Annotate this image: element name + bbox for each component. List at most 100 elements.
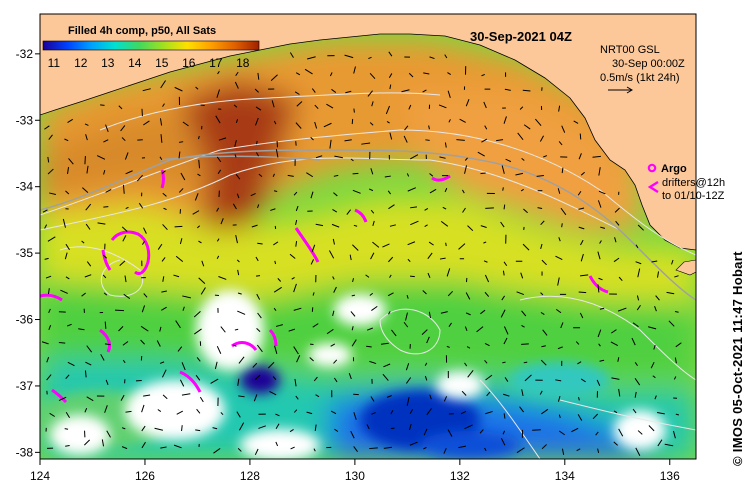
current-vector bbox=[429, 188, 437, 194]
current-vector bbox=[273, 241, 279, 246]
current-vector bbox=[465, 292, 471, 300]
current-vector bbox=[328, 250, 335, 259]
current-vector bbox=[407, 241, 416, 246]
current-vector bbox=[577, 361, 582, 365]
current-vector bbox=[326, 103, 334, 109]
current-vector bbox=[122, 184, 125, 194]
current-vector bbox=[96, 155, 106, 160]
current-vector bbox=[520, 188, 524, 192]
current-vector bbox=[143, 120, 150, 126]
current-vector bbox=[389, 132, 393, 140]
current-vector bbox=[273, 307, 277, 312]
current-vector bbox=[408, 423, 412, 431]
current-vector bbox=[254, 448, 259, 456]
current-vector bbox=[579, 312, 584, 319]
current-vector bbox=[353, 412, 357, 420]
current-vector bbox=[666, 291, 675, 295]
current-vector bbox=[85, 223, 91, 230]
current-vector bbox=[383, 446, 393, 449]
y-tick-label--32: -32 bbox=[16, 47, 34, 61]
current-vector bbox=[162, 276, 165, 282]
current-vector bbox=[655, 295, 660, 301]
current-vector bbox=[81, 240, 85, 244]
current-vector bbox=[460, 410, 467, 415]
current-vector bbox=[238, 356, 245, 364]
current-vector bbox=[326, 328, 334, 335]
current-vector bbox=[234, 328, 239, 331]
credit-text: © IMOS 05-Oct-2021 11:47 Hobart bbox=[730, 251, 745, 466]
current-vector bbox=[521, 343, 529, 345]
current-vector bbox=[122, 359, 126, 364]
current-vector bbox=[465, 99, 470, 107]
current-vector bbox=[428, 241, 434, 246]
current-vector bbox=[541, 345, 546, 348]
x-tick-label-132: 132 bbox=[450, 469, 470, 483]
current-vector bbox=[47, 236, 56, 242]
current-vector bbox=[613, 441, 618, 446]
current-vector bbox=[635, 447, 641, 457]
current-vector bbox=[523, 124, 531, 130]
current-vector bbox=[309, 357, 314, 362]
current-vector bbox=[179, 379, 185, 387]
current-vector bbox=[592, 155, 601, 158]
current-vector bbox=[123, 293, 131, 300]
current-vector bbox=[47, 288, 50, 295]
current-vector bbox=[440, 220, 449, 227]
current-vector bbox=[234, 154, 237, 158]
current-vector bbox=[634, 391, 637, 398]
colorbar-tick-12: 12 bbox=[74, 56, 88, 70]
current-vector bbox=[173, 444, 182, 449]
current-vector bbox=[235, 234, 238, 244]
current-vector bbox=[516, 291, 525, 296]
current-vector bbox=[161, 290, 167, 293]
current-vector bbox=[125, 410, 132, 413]
current-vector bbox=[502, 187, 504, 191]
current-vector bbox=[429, 56, 435, 60]
current-vector bbox=[505, 158, 512, 163]
current-vector bbox=[293, 307, 302, 311]
current-vector bbox=[49, 192, 56, 195]
x-tick-label-134: 134 bbox=[555, 469, 575, 483]
current-vector bbox=[86, 165, 89, 174]
current-vector bbox=[484, 274, 490, 283]
current-vector bbox=[178, 151, 181, 159]
colorbar-tick-11: 11 bbox=[48, 56, 61, 70]
current-vector bbox=[118, 105, 123, 110]
current-vector bbox=[256, 140, 258, 145]
current-vector bbox=[664, 443, 674, 447]
colorbar-tick-17: 17 bbox=[209, 56, 223, 70]
current-vector bbox=[332, 238, 335, 245]
y-tick-label--33: -33 bbox=[16, 113, 34, 127]
current-vector bbox=[461, 189, 465, 194]
current-vector bbox=[650, 361, 655, 369]
copyright-icon: © bbox=[730, 456, 745, 466]
current-vector bbox=[537, 207, 543, 209]
current-vector bbox=[557, 188, 561, 194]
current-vector bbox=[58, 396, 67, 402]
current-vector bbox=[258, 425, 266, 429]
current-vector bbox=[410, 206, 417, 209]
current-vector bbox=[571, 427, 579, 433]
current-vector bbox=[592, 413, 599, 420]
current-vector bbox=[521, 324, 525, 328]
current-vector bbox=[480, 172, 486, 175]
current-vector bbox=[105, 379, 109, 385]
current-vector bbox=[369, 73, 376, 80]
current-vector bbox=[446, 345, 450, 348]
current-vector bbox=[536, 174, 544, 177]
current-vector bbox=[427, 252, 433, 260]
current-vector bbox=[65, 243, 70, 251]
current-vector bbox=[344, 54, 354, 59]
current-vector bbox=[503, 393, 510, 397]
current-vector bbox=[344, 139, 352, 142]
plot-frame bbox=[39, 13, 697, 460]
current-scale-arrow-icon bbox=[608, 86, 633, 94]
current-vector bbox=[384, 175, 391, 178]
current-vector bbox=[674, 275, 679, 278]
current-vector bbox=[310, 191, 314, 199]
y-tick-label--36: -36 bbox=[16, 313, 34, 327]
current-vector bbox=[306, 172, 314, 178]
current-vector bbox=[218, 276, 227, 280]
current-vector bbox=[182, 295, 191, 299]
current-vector bbox=[597, 329, 602, 338]
